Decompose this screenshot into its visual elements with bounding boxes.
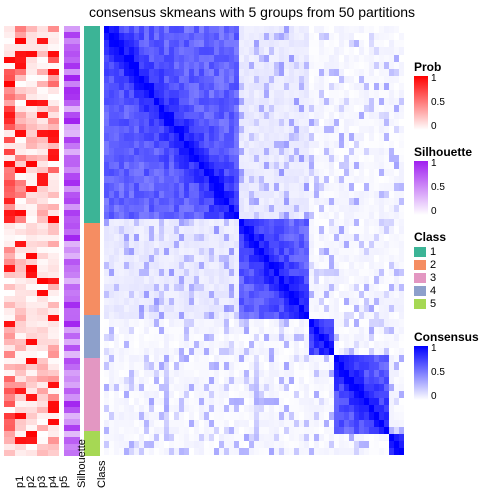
legend-item: 5: [414, 298, 446, 310]
legend-item: 2: [414, 259, 446, 271]
legend-tick: 0.5: [431, 368, 445, 378]
anno-col-p3: [26, 26, 37, 456]
legend-label: 3: [430, 272, 436, 284]
anno-col-silhouette: [64, 26, 80, 456]
legend-label: 5: [430, 298, 436, 310]
legend-label: 2: [430, 259, 436, 271]
legend-tick: 1: [431, 159, 437, 169]
anno-col-p5: [48, 26, 59, 456]
legend-item: 3: [414, 272, 446, 284]
legend-gradient: [414, 76, 428, 130]
anno-col-p2: [15, 26, 26, 456]
legend-title: Prob: [414, 60, 461, 74]
legend-gradient: [414, 346, 428, 400]
legend-swatch: [414, 260, 426, 270]
legend-tick: 1: [431, 344, 437, 354]
legend-label: 4: [430, 285, 436, 297]
legend-swatch: [414, 286, 426, 296]
anno-col-p4: [37, 26, 48, 456]
legend-consensus: Consensus1 0.5 0: [414, 330, 479, 400]
legend-silhouette: Silhouette1 0.5 0: [414, 145, 472, 215]
legend-title: Consensus: [414, 330, 479, 344]
xlabel-p3: p3: [36, 476, 48, 488]
legend-swatch: [414, 273, 426, 283]
legend-tick: 0.5: [431, 98, 445, 108]
legend-tick: 0.5: [431, 183, 445, 193]
legend-tick: 0: [431, 392, 437, 402]
xlabel-class: Class: [96, 460, 108, 488]
legend-item: 4: [414, 285, 446, 297]
legend-gradient: [414, 161, 428, 215]
legend-tick: 0: [431, 122, 437, 132]
legend-class: Class 12345: [414, 230, 446, 311]
legend-label: 1: [430, 246, 436, 258]
anno-col-p1: [4, 26, 15, 456]
legend-title: Silhouette: [414, 145, 472, 159]
chart-title: consensus skmeans with 5 groups from 50 …: [89, 4, 415, 20]
legend-swatch: [414, 247, 426, 257]
legend-title: Class: [414, 230, 446, 244]
xlabel-silhouette: Silhouette: [76, 439, 88, 488]
plot-area: [4, 26, 404, 456]
xlabel-p2: p2: [25, 476, 37, 488]
xlabel-p5: p5: [58, 476, 70, 488]
legend-item: 1: [414, 246, 446, 258]
legend-tick: 0: [431, 207, 437, 217]
legend-prob: Prob1 0.5 0: [414, 60, 461, 130]
legend-swatch: [414, 299, 426, 309]
anno-col-class: [84, 26, 100, 456]
consensus-heatmap: [104, 26, 404, 456]
xlabel-p4: p4: [47, 476, 59, 488]
legend-tick: 1: [431, 74, 437, 84]
xlabel-p1: p1: [14, 476, 26, 488]
